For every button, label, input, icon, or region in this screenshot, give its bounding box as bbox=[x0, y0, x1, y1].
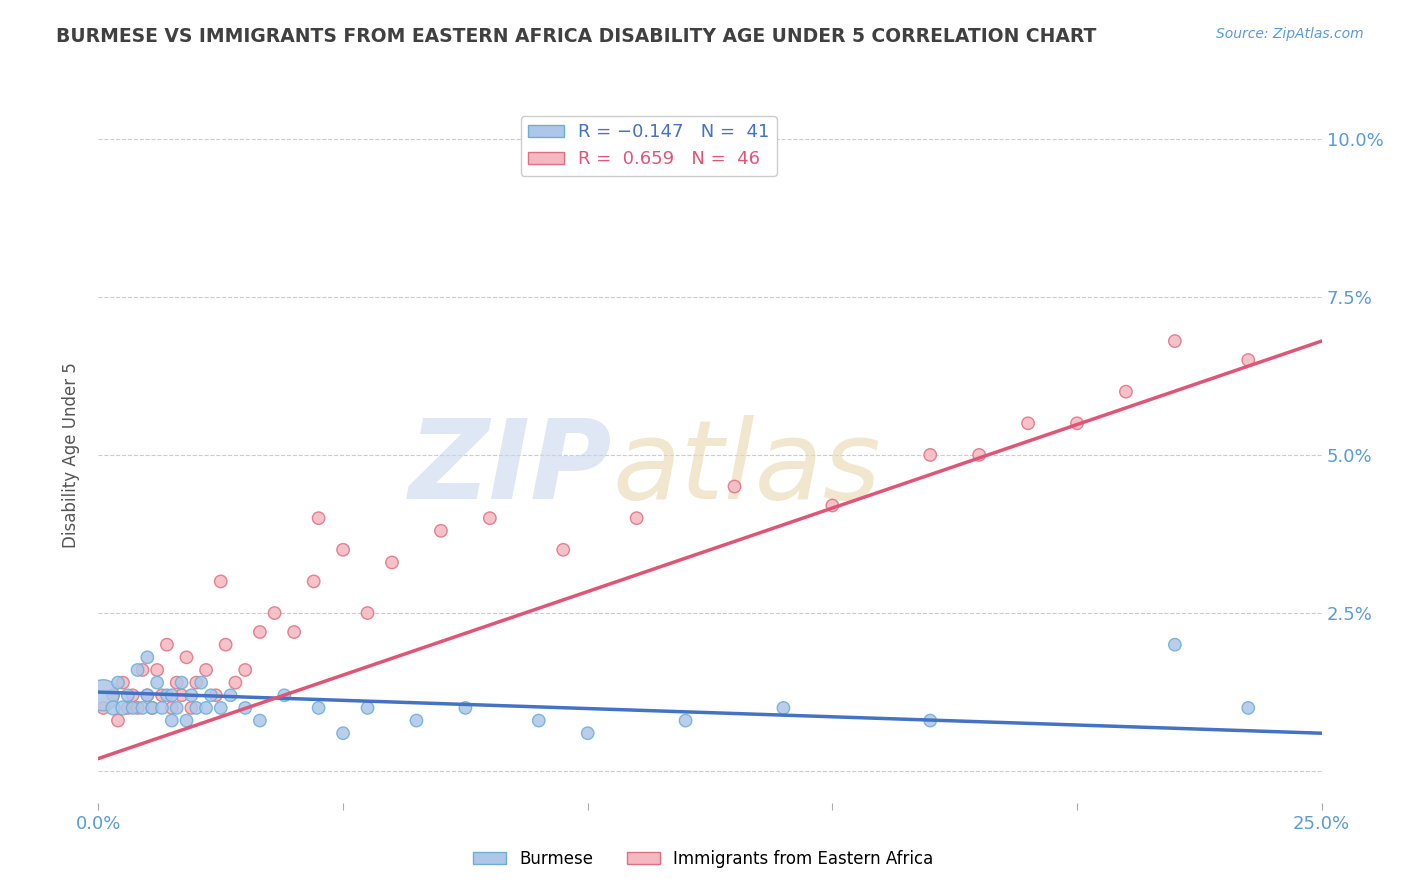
Point bbox=[249, 714, 271, 728]
Point bbox=[308, 701, 330, 715]
Point bbox=[101, 701, 124, 715]
Point bbox=[146, 663, 169, 677]
Point bbox=[302, 574, 325, 589]
Point bbox=[224, 675, 246, 690]
Point bbox=[166, 675, 188, 690]
Point bbox=[920, 714, 942, 728]
Point bbox=[308, 511, 330, 525]
Point bbox=[430, 524, 453, 538]
Point bbox=[160, 688, 183, 702]
Point bbox=[1017, 417, 1039, 431]
Point bbox=[186, 701, 208, 715]
Point bbox=[127, 701, 149, 715]
Point bbox=[107, 714, 129, 728]
Point bbox=[136, 688, 159, 702]
Point bbox=[150, 688, 173, 702]
Point bbox=[136, 688, 159, 702]
Point bbox=[263, 606, 285, 620]
Point bbox=[136, 650, 159, 665]
Point bbox=[478, 511, 501, 525]
Point bbox=[249, 625, 271, 640]
Text: ZIP: ZIP bbox=[409, 416, 612, 523]
Point bbox=[214, 638, 236, 652]
Point bbox=[233, 663, 256, 677]
Point bbox=[527, 714, 550, 728]
Point bbox=[405, 714, 427, 728]
Point bbox=[166, 701, 188, 715]
Point bbox=[772, 701, 794, 715]
Point bbox=[127, 663, 149, 677]
Point bbox=[180, 688, 202, 702]
Point bbox=[920, 448, 942, 462]
Point bbox=[283, 625, 305, 640]
Point bbox=[273, 688, 295, 702]
Point bbox=[160, 701, 183, 715]
Point bbox=[117, 701, 139, 715]
Point bbox=[195, 701, 218, 715]
Point bbox=[111, 675, 134, 690]
Point bbox=[111, 701, 134, 715]
Point bbox=[121, 688, 143, 702]
Legend: Burmese, Immigrants from Eastern Africa: Burmese, Immigrants from Eastern Africa bbox=[465, 844, 941, 875]
Point bbox=[156, 638, 179, 652]
Point bbox=[170, 688, 193, 702]
Point bbox=[219, 688, 242, 702]
Point bbox=[332, 542, 354, 557]
Text: BURMESE VS IMMIGRANTS FROM EASTERN AFRICA DISABILITY AGE UNDER 5 CORRELATION CHA: BURMESE VS IMMIGRANTS FROM EASTERN AFRIC… bbox=[56, 27, 1097, 45]
Point bbox=[176, 650, 198, 665]
Point bbox=[626, 511, 648, 525]
Point bbox=[190, 675, 212, 690]
Point bbox=[91, 701, 114, 715]
Point bbox=[1115, 384, 1137, 399]
Point bbox=[131, 663, 153, 677]
Point bbox=[186, 675, 208, 690]
Point bbox=[675, 714, 697, 728]
Point bbox=[146, 675, 169, 690]
Point bbox=[170, 675, 193, 690]
Point bbox=[209, 701, 232, 715]
Point bbox=[1164, 638, 1187, 652]
Legend: R = −0.147   N =  41, R =  0.659   N =  46: R = −0.147 N = 41, R = 0.659 N = 46 bbox=[520, 116, 778, 176]
Point bbox=[356, 701, 378, 715]
Point bbox=[180, 701, 202, 715]
Point bbox=[821, 499, 844, 513]
Point bbox=[156, 688, 179, 702]
Point bbox=[454, 701, 477, 715]
Point bbox=[356, 606, 378, 620]
Point bbox=[553, 542, 575, 557]
Y-axis label: Disability Age Under 5: Disability Age Under 5 bbox=[62, 362, 80, 548]
Point bbox=[101, 688, 124, 702]
Point bbox=[117, 688, 139, 702]
Point bbox=[576, 726, 599, 740]
Point bbox=[131, 701, 153, 715]
Point bbox=[381, 556, 404, 570]
Point bbox=[967, 448, 990, 462]
Point bbox=[141, 701, 163, 715]
Point bbox=[150, 701, 173, 715]
Point bbox=[233, 701, 256, 715]
Text: atlas: atlas bbox=[612, 416, 880, 523]
Point bbox=[121, 701, 143, 715]
Text: Source: ZipAtlas.com: Source: ZipAtlas.com bbox=[1216, 27, 1364, 41]
Point bbox=[195, 663, 218, 677]
Point bbox=[209, 574, 232, 589]
Point bbox=[1237, 701, 1260, 715]
Point bbox=[107, 675, 129, 690]
Point bbox=[723, 479, 745, 493]
Point bbox=[160, 714, 183, 728]
Point bbox=[1066, 417, 1088, 431]
Point bbox=[205, 688, 228, 702]
Point bbox=[1237, 353, 1260, 368]
Point bbox=[141, 701, 163, 715]
Point bbox=[1164, 334, 1187, 348]
Point bbox=[91, 688, 114, 702]
Point bbox=[332, 726, 354, 740]
Point bbox=[200, 688, 222, 702]
Point bbox=[176, 714, 198, 728]
